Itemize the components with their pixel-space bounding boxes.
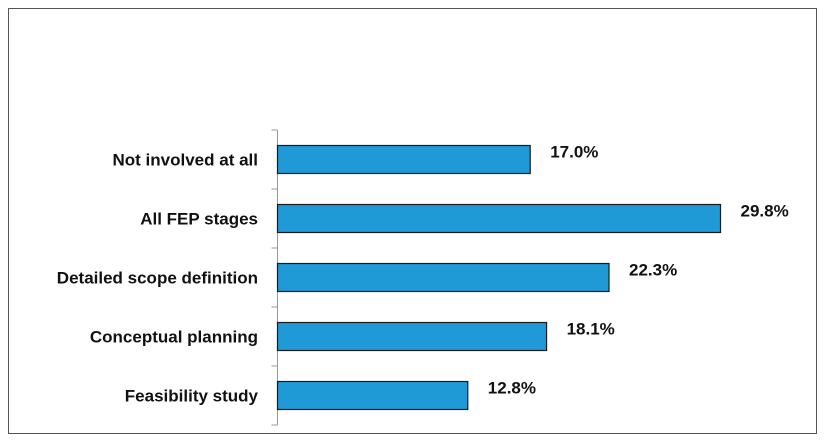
category-axis [271,129,278,426]
category-labels: Not involved at all All FEP stages Detaile… [57,151,259,406]
category-label: Conceptual planning [90,328,258,347]
bar [276,380,469,411]
data-label: 17.0% [550,143,598,162]
category-label: Not involved at all [113,151,258,170]
data-label: 12.8% [488,379,536,398]
bar [276,144,531,175]
category-label: Detailed scope definition [57,269,258,288]
bar [276,321,548,352]
category-label: All FEP stages [140,210,258,229]
bar [276,262,610,293]
data-label: 18.1% [567,320,615,339]
chart-border [8,8,817,434]
bar [276,203,722,234]
data-label: 29.8% [741,202,789,221]
data-label: 22.3% [629,261,677,280]
category-label: Feasibility study [125,387,259,406]
value-labels: 17.0% 29.8% 22.3% 18.1% 12.8% [488,143,789,398]
bars [276,144,722,411]
